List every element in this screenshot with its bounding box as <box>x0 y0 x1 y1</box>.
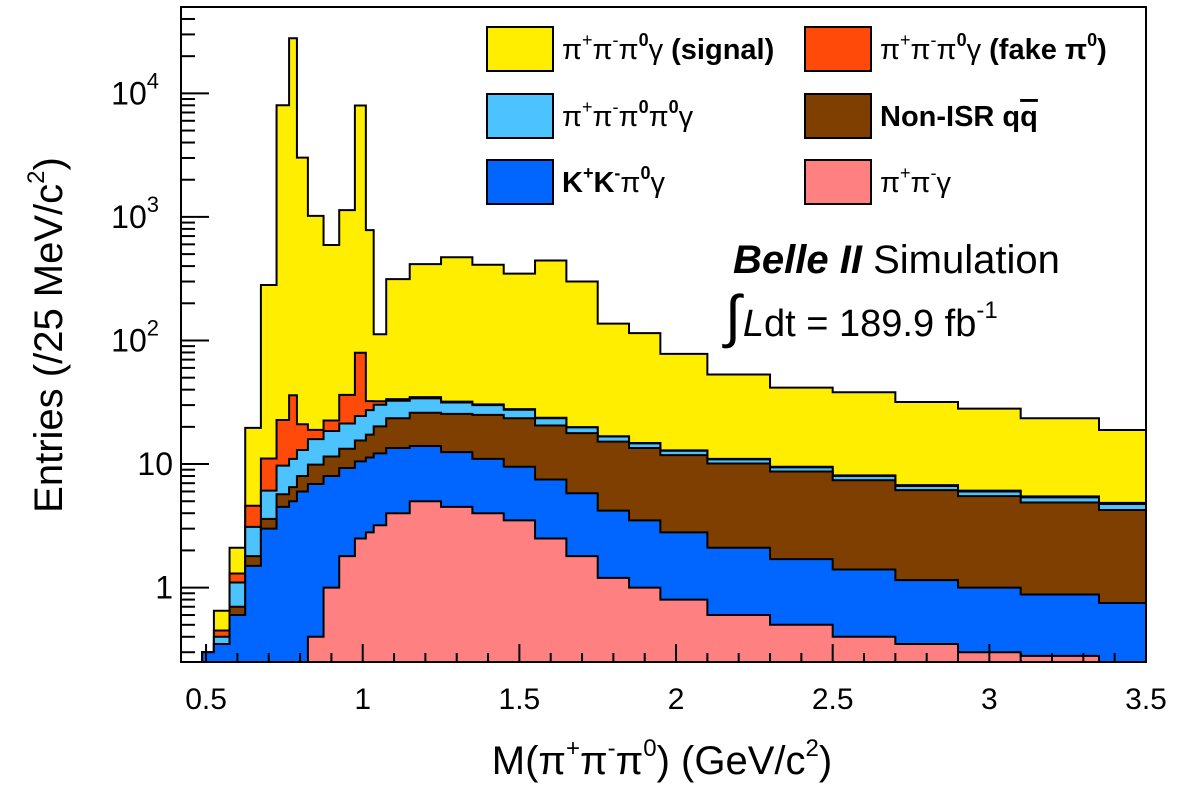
legend-swatch <box>804 93 872 139</box>
series--0 <box>202 500 1146 662</box>
x-tick-label: 2 <box>668 683 685 716</box>
legend-entry: π+π-π0γ (fake π0) <box>804 26 1107 72</box>
series-layer <box>201 37 1146 662</box>
legend-swatch <box>486 26 554 72</box>
y-tick-label: 102 <box>111 315 159 358</box>
x-tick-label: 0.5 <box>185 683 227 716</box>
legend-entry: Non-ISR qq <box>804 93 1038 139</box>
legend: π+π-π0γ (signal) π+π-π0γ (fake π0) π+π-π0π… <box>486 26 1107 205</box>
x-tick-label: 1 <box>354 683 371 716</box>
legend-entry: π+π-π0γ (signal) <box>486 26 774 72</box>
legend-label: K+K-π0γ <box>562 163 665 199</box>
y-tick-label: 10 <box>137 446 173 482</box>
legend-entry: π+π-γ <box>804 159 952 205</box>
axis-layer: 0.5 1 1.5 2 2.5 3 3.5 1 10 102 103 104 <box>111 6 1167 716</box>
legend-label: π+π-π0γ (fake π0) <box>880 30 1107 66</box>
legend-label: π+π-γ <box>880 163 952 199</box>
experiment-annotation: Belle II Simulation ∫Ldt = 189.9 fb-1 <box>722 238 1060 349</box>
plot-frame <box>180 6 1147 663</box>
x-axis-title: M(π+π-π0) (GeV/c2) <box>492 735 832 783</box>
x-tick-label: 3.5 <box>1125 683 1167 716</box>
annotation-title: Belle II Simulation <box>733 238 1060 282</box>
legend-label: π+π-π0γ (signal) <box>562 30 774 66</box>
y-axis-title: Entries (/25 MeV/c2) <box>23 157 71 513</box>
legend-entry: π+π-π0π0γ <box>486 93 694 139</box>
legend-label: Non-ISR qq <box>880 101 1038 133</box>
x-tick-label: 2.5 <box>812 683 854 716</box>
y-tick-label: 104 <box>111 68 159 111</box>
legend-entry: K+K-π0γ <box>486 159 665 205</box>
x-tick-label: 3 <box>981 683 998 716</box>
legend-swatch <box>804 26 872 72</box>
legend-label: π+π-π0π0γ <box>562 97 694 133</box>
y-tick-label: 1 <box>155 570 173 606</box>
legend-swatch <box>486 159 554 205</box>
legend-swatch <box>804 159 872 205</box>
annotation-luminosity: ∫Ldt = 189.9 fb-1 <box>722 284 998 349</box>
y-tick-label: 103 <box>111 192 159 235</box>
legend-swatch <box>486 93 554 139</box>
x-tick-label: 1.5 <box>499 683 541 716</box>
